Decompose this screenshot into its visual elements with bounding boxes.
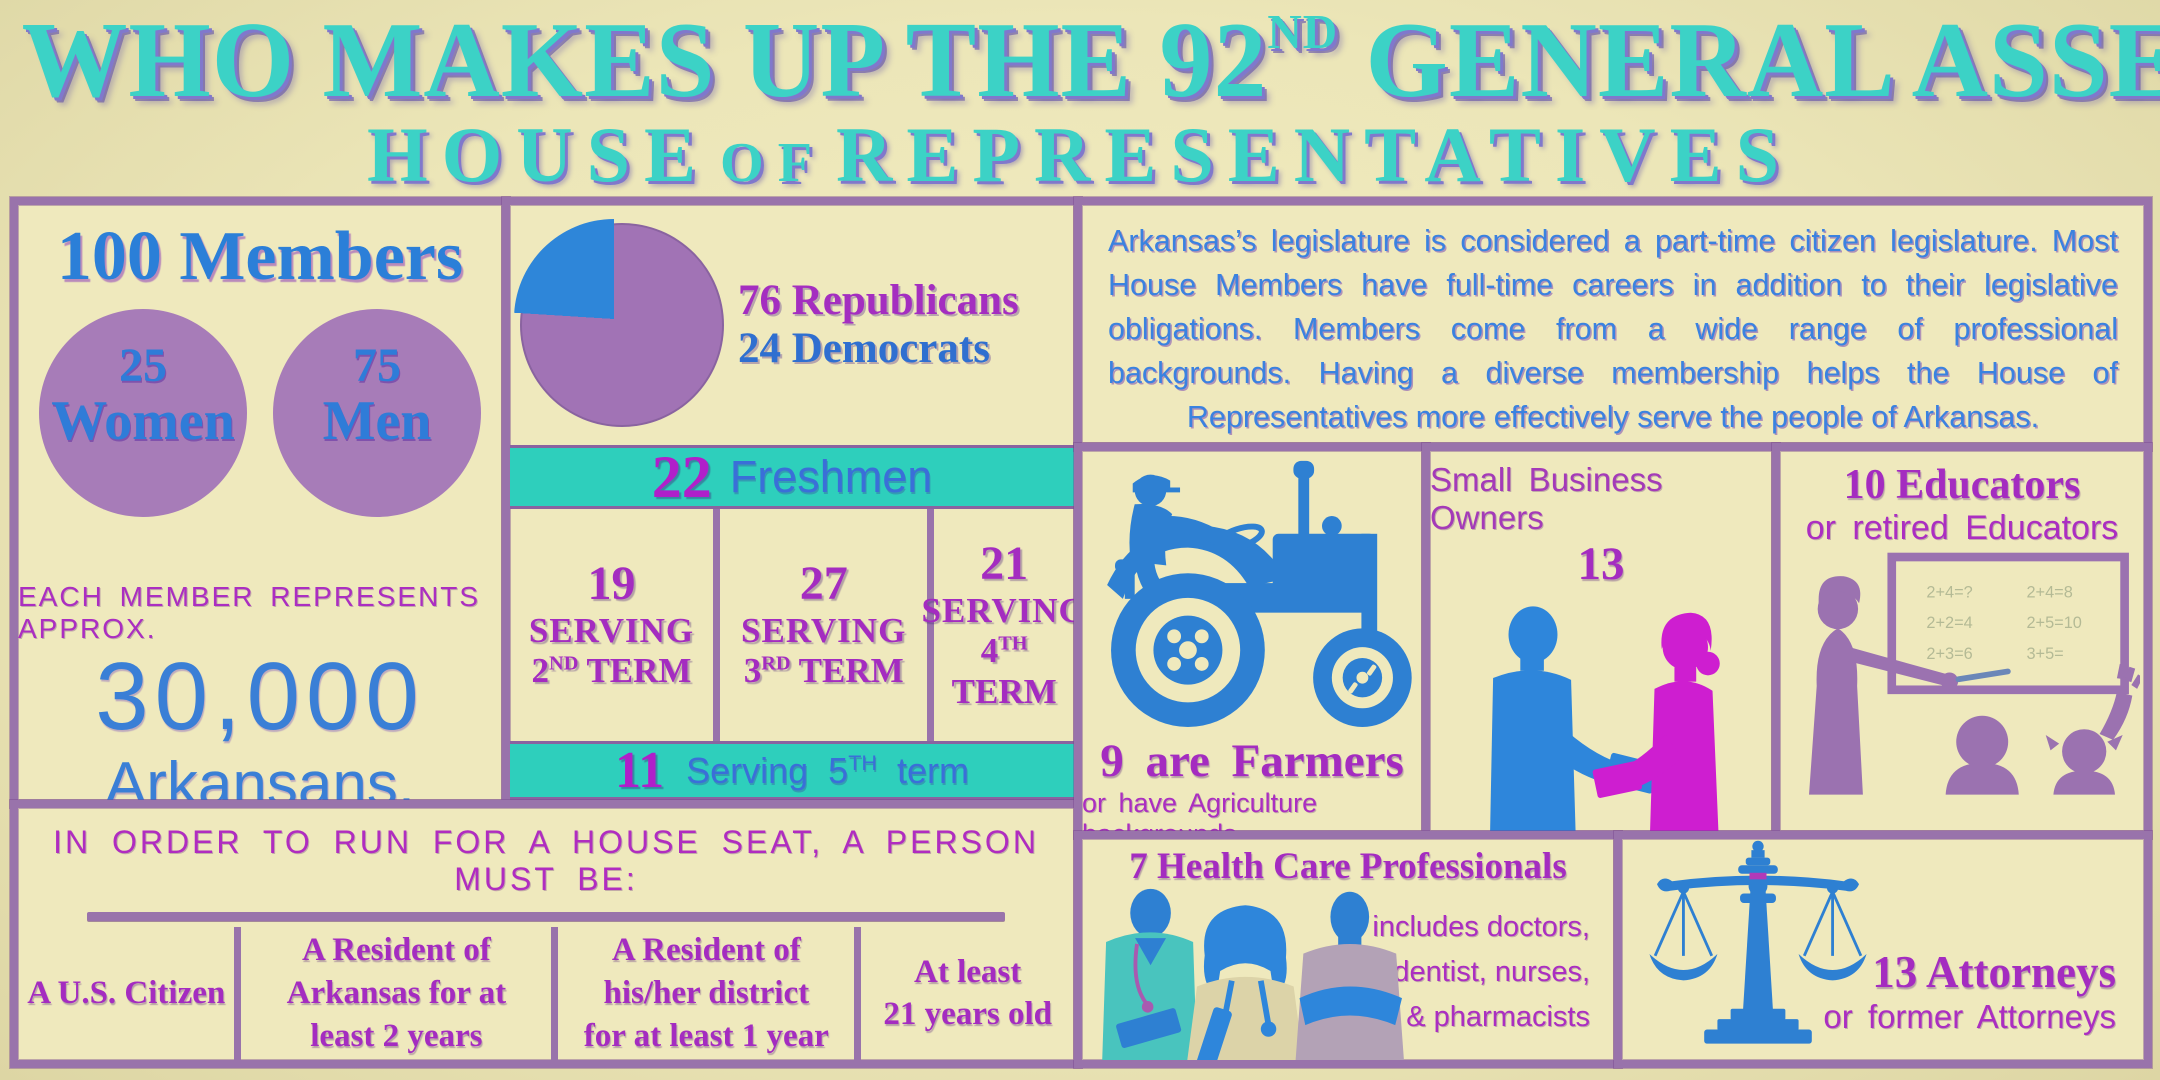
- freshmen-band: 22 Freshmen: [510, 443, 1074, 510]
- third-term-serving: SERVING: [741, 611, 907, 651]
- page-subtitle: HOUSE OF REPRESENTATIVES: [0, 110, 2160, 200]
- business-people-icon: [1489, 606, 1720, 863]
- women-circle: 25 Women: [39, 309, 247, 517]
- third-term-ordinal: 3RD TERM: [743, 651, 904, 691]
- republicans-legend: 76 Republicans: [738, 276, 1019, 324]
- title-line1-post: GENERAL ASSEMBLY: [1365, 1, 2160, 120]
- requirements-columns: A U.S. Citizen A Resident of Arkansas fo…: [18, 926, 1074, 1060]
- requirement-age: At least 21 years old: [854, 926, 1074, 1060]
- men-count: 75: [353, 339, 401, 393]
- representation-caption: EACH MEMBER REPRESENTS APPROX.: [18, 581, 481, 644]
- teacher-classroom-icon: 2+4=? 2+4=8 2+2=4 2+5=10 2+3=6 3+5=: [1809, 552, 2143, 795]
- whiteboard-eq-4: 2+5=10: [2026, 614, 2081, 632]
- third-term-cell: 27 SERVING 3RD TERM: [713, 509, 927, 741]
- requirements-divider-bar: [86, 912, 1006, 921]
- healthcare-panel: 7 Health Care Professionals includes doc…: [1074, 831, 1622, 1068]
- terms-row: 19 SERVING 2ND TERM 27 SERVING 3RD TERM …: [510, 509, 1086, 741]
- members-panel: 100 Members 25 Women 75 Men EACH MEMBER …: [10, 197, 510, 819]
- classroom-icon-wrap: 2+4=? 2+4=8 2+2=4 2+5=10 2+3=6 3+5=: [1784, 548, 2143, 801]
- party-legend: 76 Republicans 24 Democrats: [738, 277, 1019, 373]
- representation-number: 30,000: [95, 643, 425, 750]
- fourth-term-ordinal: 4TH TERM: [951, 631, 1057, 711]
- freshmen-count: 22: [651, 443, 712, 510]
- subtitle-representatives: REPRESENTATIVES: [836, 111, 1794, 199]
- requirements-heading: IN ORDER TO RUN FOR A HOUSE SEAT, A PERS…: [53, 824, 1039, 897]
- title-block: WHO MAKES UP THE 92ND GENERAL ASSEMBLY H…: [0, 0, 2160, 200]
- fifth-term-label: Serving 5TH term: [686, 749, 970, 791]
- requirement-citizen: A U.S. Citizen: [27, 974, 226, 1011]
- men-label: Men: [322, 389, 432, 452]
- attorneys-headline: 13 Attorneys: [1872, 947, 2116, 997]
- fifth-term-count: 11: [614, 742, 665, 799]
- tractor-farmer-icon: [1107, 460, 1412, 727]
- title-line1-pre: WHO MAKES UP THE 92: [21, 1, 1268, 120]
- healthcare-line-3: & pharmacists: [1406, 1000, 1590, 1033]
- subtitle-of: OF: [720, 132, 827, 195]
- gender-circles: 25 Women 75 Men: [39, 309, 481, 517]
- second-term-ordinal: 2ND TERM: [531, 651, 692, 691]
- healthcare-headline: 7 Health Care Professionals: [1129, 846, 1567, 887]
- fifth-term-band: 11 Serving 5TH term: [510, 741, 1074, 800]
- healthcare-sublines: includes doctors, dentist, nurses, & pha…: [1372, 905, 1590, 1040]
- teacher-silhouette: [1809, 576, 2143, 795]
- democrats-legend: 24 Democrats: [738, 325, 990, 372]
- attorneys-text-block: 13 Attorneys or former Attorneys: [1823, 946, 2116, 1036]
- about-panel: Arkansas’s legislature is considered a p…: [1074, 197, 2152, 451]
- attorneys-subline: or former Attorneys: [1823, 998, 2116, 1035]
- men-circle: 75 Men: [273, 309, 481, 517]
- business-people-icon-wrap: [1440, 591, 1762, 868]
- educators-headline: 10 Educators: [1843, 462, 2081, 508]
- healthcare-workers-icon: [1102, 888, 1404, 1060]
- second-term-serving: SERVING: [528, 611, 695, 651]
- party-pie-row: 76 Republicans 24 Democrats: [510, 205, 1074, 445]
- fourth-term-cell: 21 SERVING 4TH TERM: [922, 509, 1086, 741]
- whiteboard: [1887, 552, 2129, 695]
- requirements-panel: IN ORDER TO RUN FOR A HOUSE SEAT, A PERS…: [10, 800, 1082, 1068]
- page-title: WHO MAKES UP THE 92ND GENERAL ASSEMBLY: [22, 4, 2160, 116]
- business-panel: Small Business Owners 13: [1422, 443, 1780, 863]
- business-headline: Small Business Owners: [1430, 461, 1663, 536]
- attorneys-panel: 13 Attorneys or former Attorneys: [1614, 831, 2152, 1068]
- freshmen-label: Freshmen: [729, 451, 933, 502]
- farmers-panel: 9 are Farmers or have Agriculture backgr…: [1074, 443, 1430, 849]
- educators-panel: 10 Educators or retired Educators 2+4=? …: [1772, 443, 2152, 839]
- whiteboard-eq-5: 2+3=6: [1926, 645, 1972, 663]
- healthcare-line-2: dentist, nurses,: [1393, 955, 1590, 988]
- whiteboard-eq-1: 2+4=?: [1926, 583, 1972, 601]
- members-heading: 100 Members: [56, 218, 464, 295]
- healthcare-line-1: includes doctors,: [1372, 911, 1590, 943]
- party-pie-chart: [514, 219, 722, 425]
- whiteboard-eq-2: 2+4=8: [2026, 583, 2072, 601]
- subtitle-house: HOUSE: [366, 111, 711, 199]
- title-ordinal-sup: ND: [1267, 4, 1339, 59]
- whiteboard-eq-6: 3+5=: [2026, 645, 2063, 663]
- requirement-state-resident: A Resident of Arkansas for at least 2 ye…: [234, 926, 551, 1060]
- second-term-count: 19: [587, 557, 636, 611]
- women-count: 25: [119, 339, 167, 393]
- tractor-icon-wrap: [1089, 451, 1415, 732]
- pie-democrat-slice: [514, 219, 714, 419]
- second-term-cell: 19 SERVING 2ND TERM: [510, 509, 713, 741]
- fourth-term-serving: SERVING: [921, 591, 1087, 631]
- women-label: Women: [51, 389, 235, 452]
- scales-accent: [1749, 872, 1767, 880]
- about-paragraph: Arkansas’s legislature is considered a p…: [1108, 224, 2118, 434]
- requirement-district-resident: A Resident of his/her district for at le…: [551, 926, 854, 1060]
- pointer-stick: [1955, 668, 2011, 683]
- fourth-term-count: 21: [980, 537, 1029, 591]
- scales-of-justice-icon: [1649, 840, 1867, 1044]
- whiteboard-eq-3: 2+2=4: [1926, 614, 1972, 632]
- party-terms-panel: 76 Republicans 24 Democrats 22 Freshmen …: [502, 197, 1086, 808]
- farmers-headline: 9 are Farmers: [1100, 735, 1404, 787]
- educators-subline: or retired Educators: [1805, 509, 2119, 547]
- business-count: 13: [1577, 538, 1625, 590]
- third-term-count: 27: [799, 557, 848, 611]
